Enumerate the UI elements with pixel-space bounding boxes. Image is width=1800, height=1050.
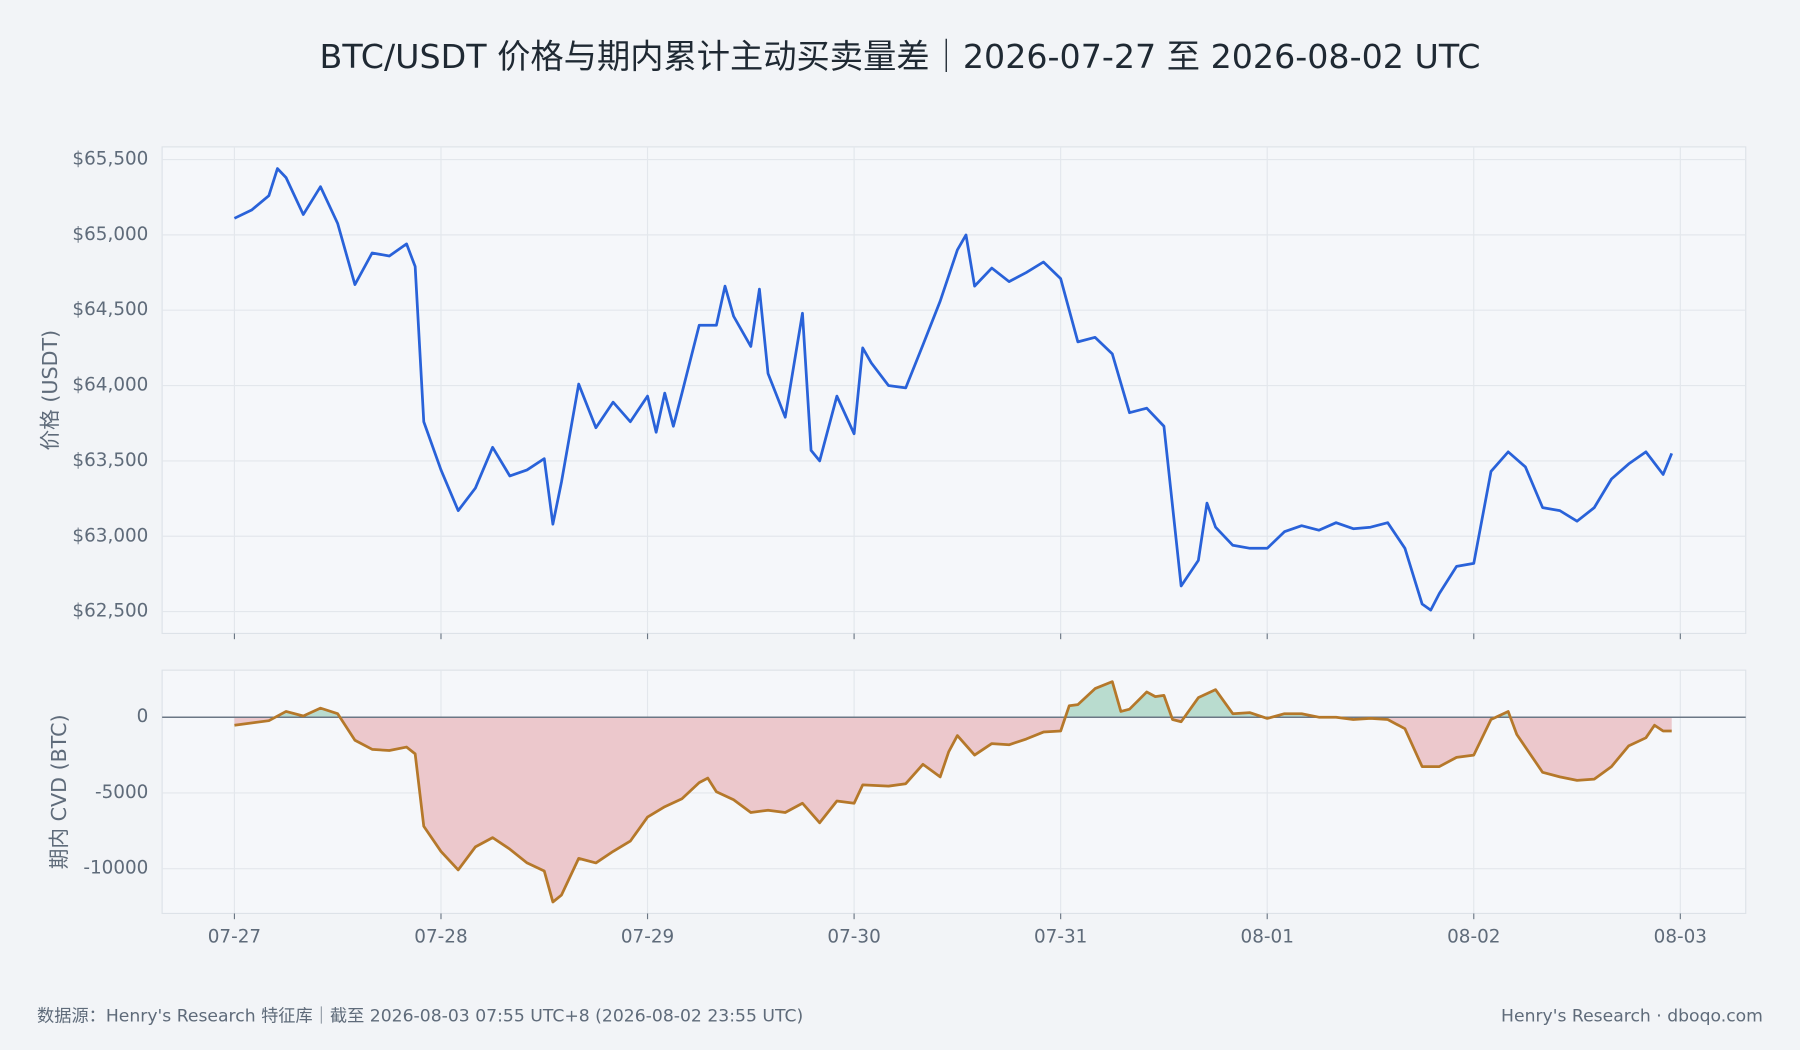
x-tick-label: 07-31: [1034, 927, 1087, 948]
y-tick-label: $63,000: [72, 525, 148, 546]
y-axis-label: 价格 (USDT): [38, 330, 62, 451]
y-tick-label: $63,500: [72, 450, 148, 471]
x-tick-label: 07-29: [621, 927, 674, 948]
y-tick-label: -5000: [95, 782, 148, 803]
x-tick-label: 07-30: [827, 927, 880, 948]
y-tick-label: $62,500: [72, 601, 148, 622]
line: [234, 680, 1672, 904]
footer-source: 数据源：Henry's Research 特征库｜截至 2026-08-03 0…: [37, 1006, 803, 1027]
x-tick-label: 07-28: [414, 927, 467, 948]
y-tick-label: $65,000: [72, 224, 148, 245]
x-tick-label: 08-03: [1654, 927, 1707, 948]
chart-title: BTC/USDT 价格与期内累计主动买卖量差｜2026-07-27 至 2026…: [320, 37, 1481, 76]
y-tick-label: $64,500: [72, 299, 148, 320]
x-tick-label: 08-02: [1447, 927, 1500, 948]
y-tick-label: 0: [137, 706, 149, 727]
plot-area: [161, 146, 1747, 635]
footer-brand: Henry's Research · dboqo.com: [1501, 1007, 1763, 1027]
x-tick-label: 07-27: [208, 927, 261, 948]
x-tick-label: 08-01: [1241, 927, 1294, 948]
line: [233, 167, 1673, 612]
y-tick-label: $65,500: [72, 149, 148, 170]
area-negative: [234, 717, 1672, 903]
y-axis-label: 期内 CVD (BTC): [47, 714, 71, 869]
y-tick-label: -10000: [83, 858, 148, 879]
plot-area: [161, 669, 1747, 915]
y-tick-label: $64,000: [72, 375, 148, 396]
